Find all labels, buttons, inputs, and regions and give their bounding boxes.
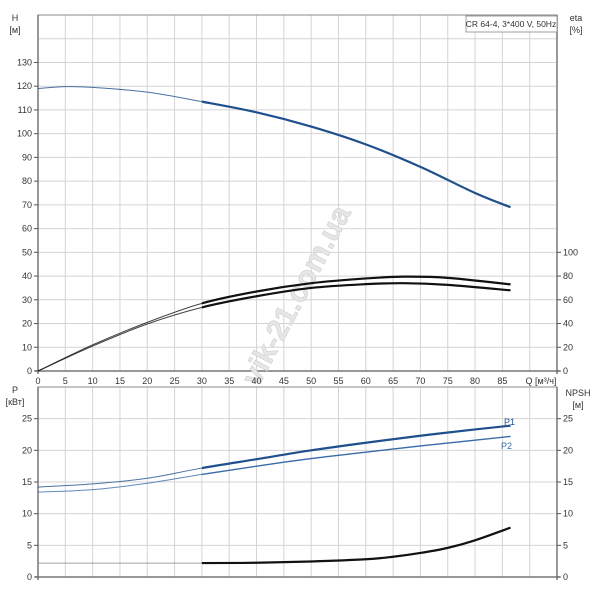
- x-tick-label: 20: [142, 376, 152, 386]
- y-tick-label: 30: [22, 295, 32, 305]
- eta-upper-curve-thin: [37, 302, 202, 372]
- x-tick-label: 75: [443, 376, 453, 386]
- y-tick-label: 10: [22, 509, 32, 519]
- p-axis-name: P: [12, 385, 18, 395]
- y2-tick-label: 100: [563, 247, 578, 257]
- y-tick-label: 70: [22, 200, 32, 210]
- p2-curve-thin: [37, 473, 202, 493]
- p2-curve: [201, 435, 511, 476]
- legend-box: [465, 15, 558, 33]
- q-axis-label: Q [м³/ч]: [526, 376, 557, 386]
- x-tick-label: 30: [197, 376, 207, 386]
- legend-title: CR 64-4, 3*400 V, 50Hz: [466, 19, 556, 29]
- x-tick-label: 5: [63, 376, 68, 386]
- y-tick-label: 0: [27, 572, 32, 582]
- p2-label: P2: [501, 441, 512, 451]
- eta-upper-curve: [201, 275, 511, 305]
- eta-axis-unit: [%]: [569, 25, 582, 35]
- p1-curve-thin: [37, 467, 202, 488]
- npsh-curve: [201, 526, 511, 565]
- y2-tick-label: 20: [563, 445, 573, 455]
- h-curve-thin: [37, 86, 202, 103]
- x-tick-label: 45: [279, 376, 289, 386]
- npsh-axis-unit: [м]: [572, 400, 583, 410]
- y-tick-label: 100: [17, 129, 32, 139]
- y2-tick-label: 0: [563, 366, 568, 376]
- eta-axis-name: eta: [570, 13, 583, 23]
- y-tick-label: 80: [22, 176, 32, 186]
- y-tick-label: 20: [22, 319, 32, 329]
- curves: [37, 86, 511, 565]
- x-tick-label: 60: [361, 376, 371, 386]
- y-tick-label: 110: [18, 105, 32, 115]
- p1-label: P1: [504, 417, 515, 427]
- y-tick-label: 90: [22, 152, 32, 162]
- axis-labels: 0102030405060708090100110120130020406080…: [17, 57, 578, 582]
- y-tick-label: 20: [22, 445, 32, 455]
- x-tick-label: 10: [88, 376, 98, 386]
- y2-tick-label: 0: [563, 572, 568, 582]
- x-tick-label: 55: [333, 376, 343, 386]
- x-tick-label: 85: [497, 376, 507, 386]
- x-tick-label: 40: [252, 376, 262, 386]
- y-tick-label: 50: [22, 247, 32, 257]
- npsh-axis-name: NPSH: [565, 388, 590, 398]
- y2-tick-label: 20: [563, 342, 573, 352]
- eta-lower-curve: [201, 282, 511, 309]
- y2-tick-label: 80: [563, 271, 573, 281]
- x-tick-label: 15: [115, 376, 125, 386]
- x-tick-label: 80: [470, 376, 480, 386]
- y-tick-label: 60: [22, 224, 32, 234]
- y-tick-label: 25: [22, 414, 32, 424]
- h-curve: [201, 100, 511, 209]
- y-tick-label: 5: [27, 540, 32, 550]
- x-tick-label: 50: [306, 376, 316, 386]
- y-tick-label: 15: [22, 477, 32, 487]
- x-tick-label: 70: [415, 376, 425, 386]
- h-axis-unit: [м]: [9, 25, 20, 35]
- p1-curve: [201, 424, 511, 470]
- y2-tick-label: 5: [563, 540, 568, 550]
- y-tick-label: 120: [17, 81, 32, 91]
- x-tick-label: 65: [388, 376, 398, 386]
- x-tick-label: 35: [224, 376, 234, 386]
- y-tick-label: 10: [22, 342, 32, 352]
- x-tick-label: 0: [35, 376, 40, 386]
- p-axis-unit: [кВт]: [6, 397, 25, 407]
- y2-tick-label: 40: [563, 319, 573, 329]
- y-tick-label: 40: [22, 271, 32, 281]
- y2-tick-label: 15: [563, 477, 573, 487]
- x-tick-label: 25: [170, 376, 180, 386]
- y2-tick-label: 10: [563, 509, 573, 519]
- y2-tick-label: 60: [563, 295, 573, 305]
- h-axis-name: H: [12, 13, 19, 23]
- plot-area: [38, 15, 557, 371]
- eta-lower-curve-thin: [37, 306, 202, 372]
- top-chart-grid: [34, 14, 561, 374]
- y-tick-label: 0: [27, 366, 32, 376]
- y2-tick-label: 25: [563, 414, 573, 424]
- bottom-chart-grid: [34, 386, 561, 580]
- y-tick-label: 130: [17, 57, 32, 67]
